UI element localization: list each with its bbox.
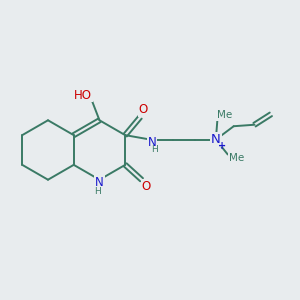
Text: HO: HO — [74, 88, 92, 101]
Text: +: + — [218, 141, 226, 151]
Text: Me: Me — [229, 153, 244, 163]
Text: O: O — [141, 180, 151, 193]
Text: N: N — [148, 136, 156, 149]
Text: Me: Me — [217, 110, 232, 120]
Text: H: H — [151, 145, 158, 154]
Text: N: N — [211, 133, 221, 146]
Text: H: H — [94, 187, 101, 196]
Text: N: N — [95, 176, 104, 189]
Text: O: O — [138, 103, 148, 116]
